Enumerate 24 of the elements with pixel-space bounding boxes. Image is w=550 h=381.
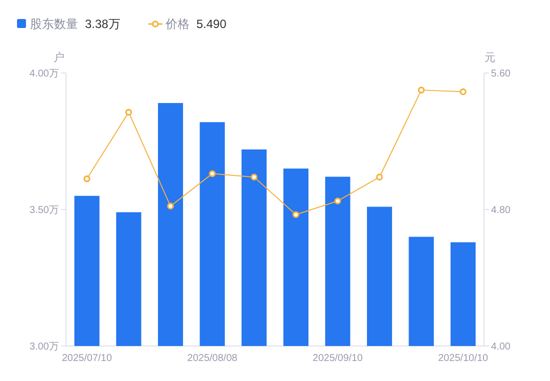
point <box>250 174 258 180</box>
point <box>125 108 132 116</box>
legend-label: 价格 <box>164 17 190 31</box>
y2-tick-label: 5.60 <box>491 68 511 80</box>
y-tick-label: 4.00万 <box>30 68 59 80</box>
point <box>167 202 174 210</box>
legend-label: 股东数量 <box>30 17 78 31</box>
point <box>292 211 300 218</box>
point <box>418 86 425 94</box>
point <box>334 198 342 204</box>
point <box>460 88 466 96</box>
y2-tick-label: 4.80 <box>491 205 511 216</box>
x-tick-label: 2025/09/10 <box>312 353 364 364</box>
y-axis-title: 户 <box>54 51 64 64</box>
point <box>376 174 383 180</box>
x-tick-label: 2025/08/08 <box>187 353 238 364</box>
y-tick-label: 3.50万 <box>30 205 59 216</box>
x-tick-label: 2025/07/10 <box>62 353 112 364</box>
y2-axis-title: 元 <box>484 52 496 64</box>
y2-tick-label: 4.00 <box>491 342 511 352</box>
y-tick-label: 3.00万 <box>30 342 59 352</box>
x-tick-label: 2025/10/10 <box>438 353 489 364</box>
point <box>208 170 216 178</box>
point <box>84 175 90 182</box>
